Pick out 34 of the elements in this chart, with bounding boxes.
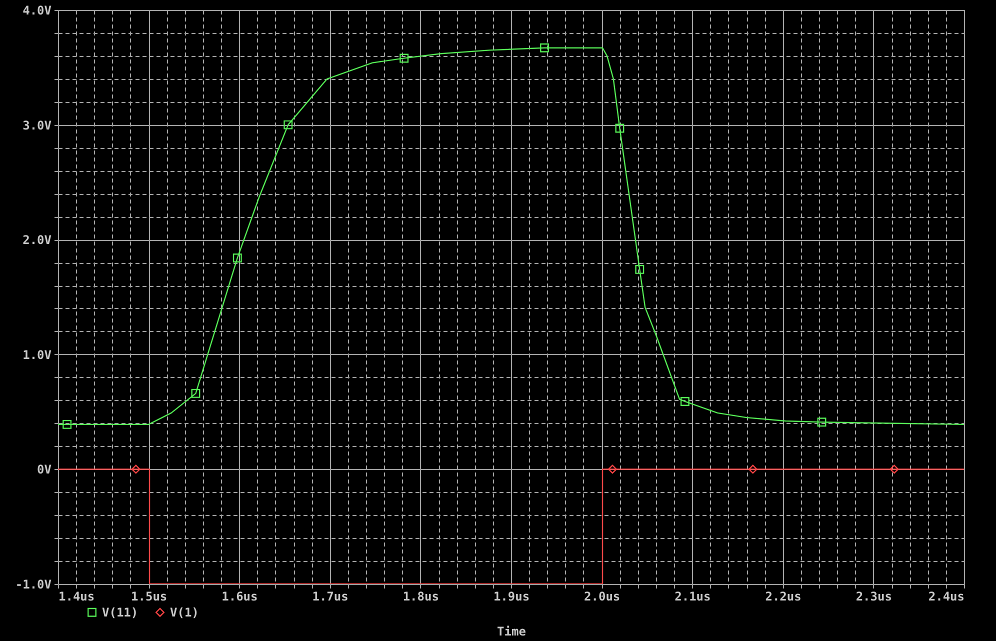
x-tick-label: 2.0us: [584, 590, 620, 604]
x-tick-label: 2.1us: [674, 590, 711, 604]
x-tick-label: 1.7us: [312, 590, 348, 604]
legend-label: V(1): [170, 605, 199, 620]
point: [62, 420, 72, 429]
point: [890, 464, 899, 474]
y-tick-label: 3.0V: [22, 118, 52, 132]
point: [191, 388, 200, 398]
y-tick-label: 2.0V: [22, 233, 52, 248]
y-tick-label: 1.0V: [22, 348, 52, 362]
x-tick-label: 2.4us: [928, 590, 964, 604]
x-tick-label: 1.8us: [402, 590, 439, 604]
point: [608, 464, 617, 474]
point: [680, 396, 690, 406]
x-tick-label: 1.6us: [222, 590, 258, 604]
y-tick-label: -1.0V: [15, 578, 52, 592]
y-tick-label: 0V: [37, 462, 52, 477]
x-tick-label: 1.9us: [493, 590, 530, 604]
x-tick-label: 2.2us: [765, 590, 802, 604]
point: [635, 264, 644, 274]
x-tick-label: 2.3us: [856, 590, 892, 604]
point: [817, 418, 826, 427]
point: [284, 120, 293, 130]
legend-label: V(11): [102, 605, 138, 620]
x-tick-label: 1.4us: [58, 590, 95, 604]
point: [400, 54, 409, 63]
x-axis-title: Time: [497, 624, 526, 638]
point: [232, 253, 242, 262]
point: [615, 124, 624, 133]
point: [748, 464, 758, 474]
point: [540, 43, 549, 52]
point: [131, 464, 140, 474]
x-tick-label: 1.5us: [131, 590, 168, 604]
y-tick-label: 4.0V: [22, 4, 52, 18]
